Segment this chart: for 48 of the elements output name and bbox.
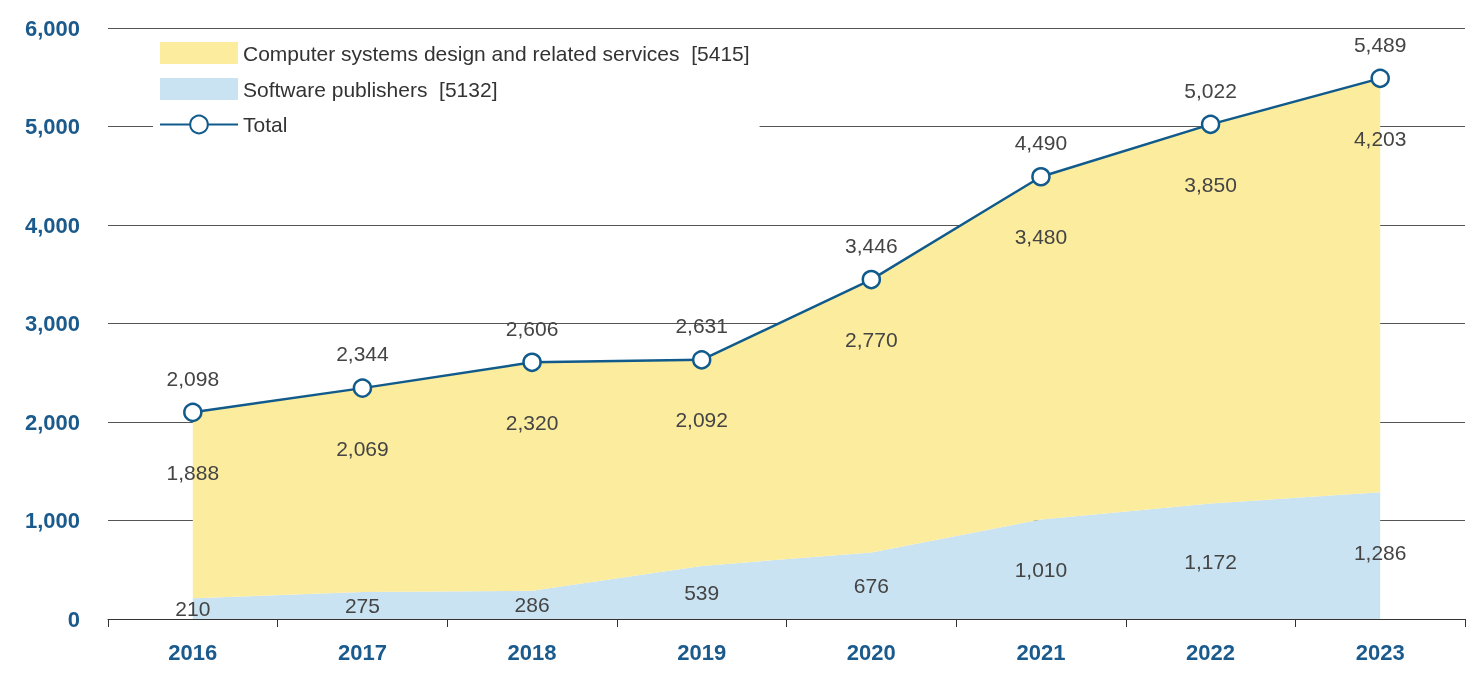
data-label: 1,888 [166,460,220,484]
data-label: 2,092 [675,408,728,432]
data-label: 1,286 [1353,540,1407,564]
x-tick-label: 2023 [1355,639,1405,665]
y-tick-label: 5,000 [24,114,80,139]
x-tick-label: 2022 [1186,639,1236,665]
point [1370,68,1390,89]
data-label: 4,490 [1014,130,1068,154]
y-tick-label: 4,000 [24,212,80,238]
data-label: 275 [344,593,380,617]
y-tick-label: 1,000 [24,508,80,533]
y-tick-label: 0 [67,606,80,632]
data-label: 2,320 [505,410,559,434]
data-label: 3,446 [845,233,898,257]
point [522,352,542,373]
y-tick-label: 2,000 [24,409,80,435]
data-label: 5,022 [1184,78,1237,102]
data-label: 2,344 [336,342,390,366]
point [691,350,712,370]
data-label: 5,489 [1353,32,1407,56]
point [183,402,203,423]
legend-label: Software publishers [5132] [243,77,498,101]
point [1200,114,1221,135]
data-label: 2,098 [166,366,220,390]
data-label: 4,203 [1353,126,1407,150]
data-label: 1,172 [1184,549,1237,573]
legend-label: Total [243,113,288,136]
data-label: 539 [684,580,720,604]
point [352,378,373,398]
data-label: 2,069 [336,436,389,460]
point [861,269,882,290]
y-tick-label: 3,000 [24,311,80,336]
point [1031,166,1051,187]
data-label: 1,010 [1014,557,1068,581]
data-label: 676 [853,574,889,598]
data-label: 3,480 [1014,225,1068,249]
y-tick-label: 6,000 [24,15,80,41]
x-tick-label: 2016 [168,639,218,665]
x-tick-label: 2021 [1016,639,1066,665]
data-label: 3,850 [1184,172,1237,196]
data-label: 210 [175,597,211,621]
x-tick-label: 2018 [507,639,557,665]
x-tick-label: 2019 [677,639,727,665]
x-tick-label: 2017 [337,639,387,665]
data-label: 286 [514,593,550,617]
legend-label: Computer systems design and related services [5415] [243,41,750,65]
data-label: 2,770 [845,328,898,352]
x-tick-label: 2020 [846,639,896,665]
